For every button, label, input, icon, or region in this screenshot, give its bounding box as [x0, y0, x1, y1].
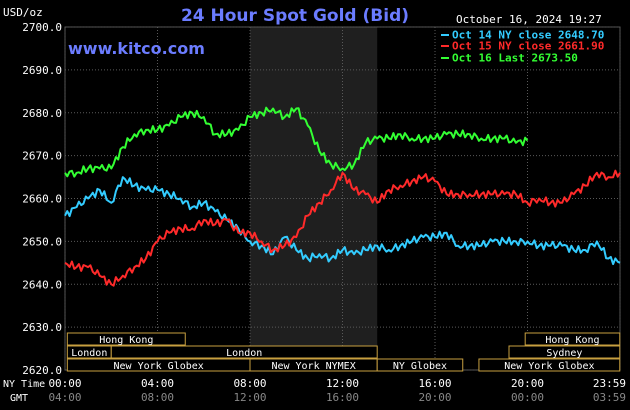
- session-label: New York NYMEX: [271, 361, 355, 372]
- x-tick-label-ny: 20:00: [511, 377, 544, 390]
- x-tick-label-gmt: 04:00: [48, 391, 81, 404]
- session-label: Hong Kong: [545, 335, 599, 346]
- y-tick-label: 2690.0: [22, 64, 62, 77]
- x-tick-label-gmt: 00:00: [511, 391, 544, 404]
- session-bar: [110, 345, 378, 359]
- session-bar: [508, 345, 621, 359]
- x-tick-label-gmt: 16:00: [326, 391, 359, 404]
- y-tick-label: 2660.0: [22, 193, 62, 206]
- x-axis-label-gmt: GMT: [10, 393, 28, 404]
- session-label: Hong Kong: [99, 335, 153, 346]
- legend-oct15: Oct 15 NY close 2661.90: [452, 40, 604, 53]
- x-tick-label-ny: 04:00: [141, 377, 174, 390]
- y-tick-label: 2670.0: [22, 150, 62, 163]
- session-label: NY Globex: [393, 361, 447, 372]
- x-tick-label-ny: 08:00: [233, 377, 266, 390]
- x-tick-label-gmt: 08:00: [141, 391, 174, 404]
- session-bar: [376, 358, 464, 372]
- y-tick-label: 2700.0: [22, 21, 62, 34]
- x-tick-label-ny: 00:00: [48, 377, 81, 390]
- session-label: Sydney: [546, 348, 582, 359]
- x-axis-label-ny: NY Time: [3, 379, 45, 390]
- series-line: [64, 106, 529, 178]
- session-bar: [66, 332, 186, 346]
- x-tick-label-ny: 12:00: [326, 377, 359, 390]
- session-label: London: [71, 348, 107, 359]
- session-bar: [524, 332, 621, 346]
- session-label: London: [226, 348, 262, 359]
- x-tick-label-gmt: 12:00: [233, 391, 266, 404]
- chart-datetime: October 16, 2024 19:27: [456, 13, 602, 26]
- legend: Oct 14 NY close 2648.70 Oct 15 NY close …: [441, 29, 604, 65]
- series-line: [64, 176, 621, 266]
- session-label: New York Globex: [114, 361, 204, 372]
- series-line: [64, 169, 621, 287]
- y-units-label: USD/oz: [3, 6, 43, 19]
- y-tick-label: 2650.0: [22, 235, 62, 248]
- x-tick-label-ny: 16:00: [418, 377, 451, 390]
- watermark-kitco: www.kitco.com: [68, 39, 205, 58]
- chart-title: 24 Hour Spot Gold (Bid): [181, 6, 409, 26]
- x-tick-label-gmt: 20:00: [418, 391, 451, 404]
- legend-oct16: Oct 16 Last 2673.50: [452, 52, 578, 65]
- y-tick-label: 2620.0: [22, 364, 62, 377]
- legend-oct14: Oct 14 NY close 2648.70: [452, 29, 604, 42]
- x-tick-label-gmt: 03:59: [593, 391, 626, 404]
- session-bar: [478, 358, 621, 372]
- nymex-session-shade: [250, 27, 378, 370]
- y-tick-label: 2630.0: [22, 321, 62, 334]
- y-tick-label: 2680.0: [22, 107, 62, 120]
- x-tick-label-ny: 23:59: [593, 377, 626, 390]
- session-label: New York Globex: [504, 361, 594, 372]
- y-tick-label: 2640.0: [22, 278, 62, 291]
